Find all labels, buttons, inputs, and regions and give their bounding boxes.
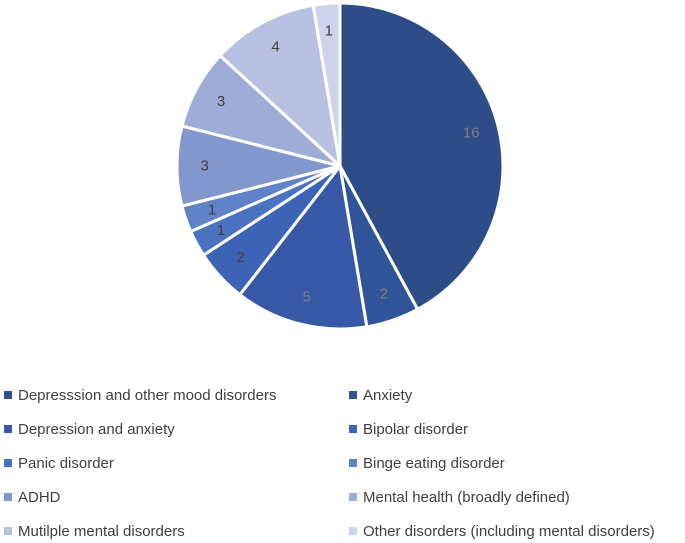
data-label: 3: [217, 93, 225, 110]
legend-item: Panic disorder: [4, 451, 114, 475]
legend-item: Mutilple mental disorders: [4, 519, 185, 543]
legend-item: Depresssion and other mood disorders: [4, 383, 276, 407]
pie-slice: [338, 1, 505, 311]
legend-item: Bipolar disorder: [349, 417, 468, 441]
data-label: 2: [236, 249, 244, 266]
pie-slice: [218, 3, 342, 168]
data-label: 1: [217, 222, 225, 239]
legend-label: Panic disorder: [18, 454, 114, 472]
legend-item: ADHD: [4, 485, 61, 509]
legend-label: Binge eating disorder: [363, 454, 505, 472]
data-label: 2: [380, 285, 388, 302]
legend-label: ADHD: [18, 488, 61, 506]
data-label: 1: [325, 23, 333, 40]
legend-label: Depression and anxiety: [18, 420, 175, 438]
legend-label: Anxiety: [363, 386, 413, 404]
legend-swatch: [349, 527, 357, 535]
legend-swatch: [4, 425, 12, 433]
legend-item: Binge eating disorder: [349, 451, 505, 475]
pie-slice: [238, 164, 369, 331]
legend-label: Mental health (broadly defined): [363, 488, 570, 506]
legend-swatch: [4, 391, 12, 399]
legend-label: Mutilple mental disorders: [18, 522, 185, 540]
legend-swatch: [349, 425, 357, 433]
data-label: 16: [463, 124, 480, 141]
data-label: 5: [303, 289, 311, 306]
legend-item: Mental health (broadly defined): [349, 485, 570, 509]
legend-swatch: [4, 493, 12, 501]
data-label: 4: [271, 39, 279, 56]
legend-swatch: [349, 459, 357, 467]
legend-label: Depresssion and other mood disorders: [18, 386, 277, 404]
legend-swatch: [349, 391, 357, 399]
legend-item: Depression and anxiety: [4, 417, 175, 441]
pie-slice: [311, 1, 342, 168]
data-label: 3: [201, 158, 209, 175]
legend-label: Other disorders (including mental disord…: [363, 522, 655, 540]
legend-swatch: [349, 493, 357, 501]
legend-label: Bipolar disorder: [363, 420, 469, 438]
legend-swatch: [4, 527, 12, 535]
legend: Depresssion and other mood disorders Anxi…: [0, 378, 685, 542]
legend-item: Anxiety: [349, 383, 412, 407]
legend-item: Other disorders (including mental disord…: [349, 519, 655, 543]
legend-swatch: [4, 459, 12, 467]
data-label: 1: [208, 201, 216, 218]
